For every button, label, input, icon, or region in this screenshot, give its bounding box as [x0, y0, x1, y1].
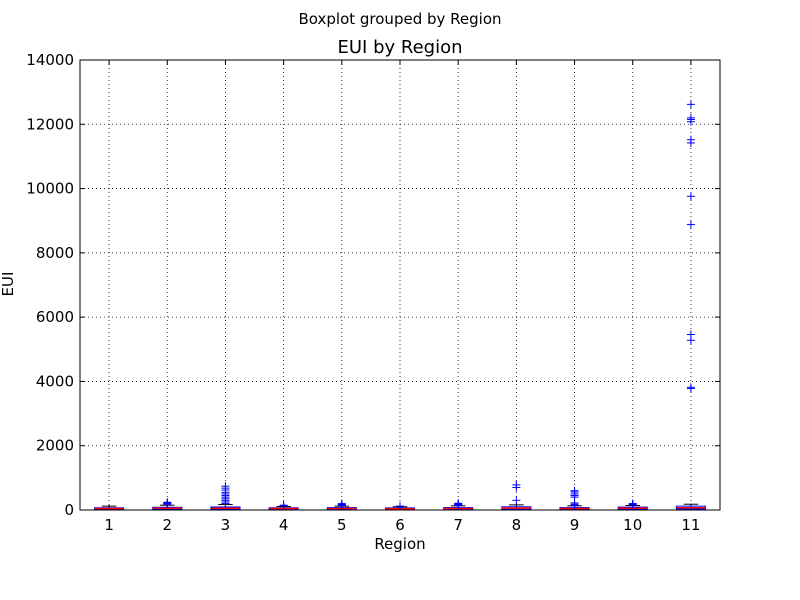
outlier-marker	[686, 383, 695, 392]
x-axis-label: Region	[374, 535, 425, 553]
outlier-marker	[454, 499, 463, 508]
x-tick-label: 11	[681, 516, 700, 534]
y-tick-label: 4000	[36, 372, 74, 390]
outlier-marker	[512, 480, 521, 489]
y-tick-label: 8000	[36, 244, 74, 262]
y-tick-label: 10000	[26, 180, 74, 198]
x-tick-label: 3	[221, 516, 231, 534]
box-region-5	[326, 499, 357, 511]
x-tick-label: 6	[395, 516, 405, 534]
x-tick-label: 4	[279, 516, 289, 534]
outlier-marker	[686, 135, 695, 144]
grid-lines	[80, 60, 720, 510]
box-region-8	[501, 480, 532, 511]
x-axis-ticks: 1 2 3 4 5 6 7 8 9 10 11	[104, 60, 700, 534]
outlier-marker	[221, 482, 230, 491]
box-region-1	[94, 505, 125, 511]
outlier-marker	[686, 220, 695, 229]
box-region-3	[210, 482, 241, 511]
x-tick-label: 1	[104, 516, 114, 534]
box-region-6	[384, 502, 416, 511]
x-tick-label: 5	[337, 516, 347, 534]
outlier-marker	[570, 486, 579, 495]
box-region-2	[152, 498, 183, 511]
box-region-9	[559, 486, 590, 511]
y-axis-ticks: 0 2000 4000 6000 8000 10000 12000 14000	[26, 51, 720, 519]
chart-suptitle: Boxplot grouped by Region	[299, 10, 502, 28]
outlier-marker	[279, 501, 288, 510]
y-tick-label: 0	[64, 501, 74, 519]
y-tick-label: 12000	[26, 115, 74, 133]
y-tick-label: 6000	[36, 308, 74, 326]
box-region-7	[443, 499, 474, 511]
y-tick-label: 14000	[26, 51, 74, 69]
box-region-10	[617, 499, 648, 511]
outlier-marker	[396, 502, 404, 511]
outlier-marker	[337, 499, 346, 508]
outlier-marker	[628, 499, 637, 508]
x-tick-label: 7	[453, 516, 463, 534]
plot-area-frame	[79, 59, 721, 511]
outlier-marker	[686, 113, 695, 122]
outlier-marker	[163, 498, 172, 507]
y-axis-label: EUI	[0, 272, 17, 297]
x-tick-label: 2	[162, 516, 172, 534]
chart-title: EUI by Region	[338, 37, 463, 58]
x-tick-label: 10	[623, 516, 642, 534]
outlier-marker	[686, 330, 695, 339]
outlier-marker	[686, 100, 695, 109]
outlier-marker	[512, 496, 521, 505]
x-tick-label: 9	[570, 516, 580, 534]
y-tick-label: 2000	[36, 437, 74, 455]
x-tick-label: 8	[512, 516, 522, 534]
outlier-marker	[686, 192, 695, 201]
box-region-4	[268, 501, 299, 511]
